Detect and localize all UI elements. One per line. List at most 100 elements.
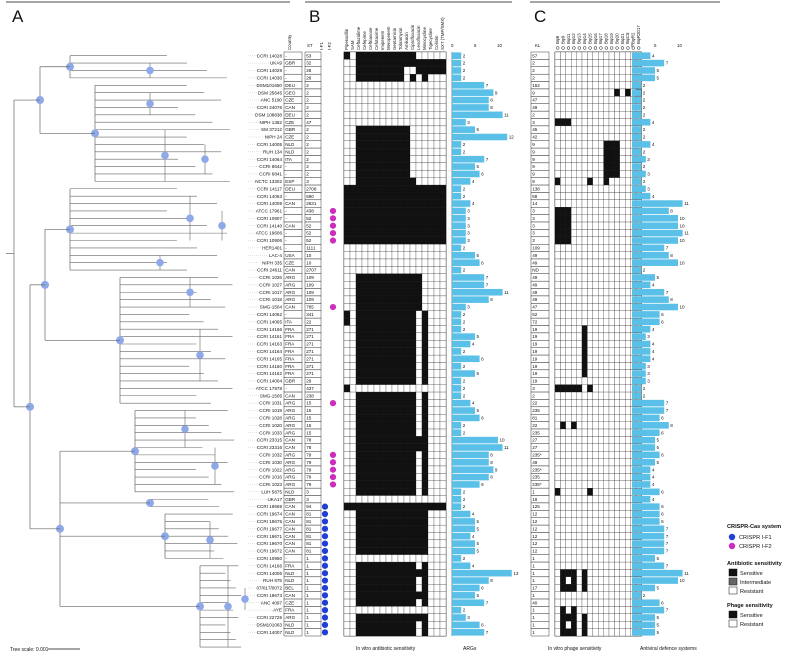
defence-value: 2 [643, 135, 646, 140]
phage-cell [598, 162, 604, 171]
phage-cell [581, 436, 588, 444]
antibiotic-cell [403, 628, 411, 637]
phage-cell [614, 517, 620, 526]
antibiotic-cell [409, 133, 417, 141]
defence-axis-tick: 0 [631, 43, 634, 48]
args-value: 7 [486, 630, 489, 635]
antibiotic-cell [391, 391, 399, 400]
antibiotic-cell [373, 480, 381, 489]
phage-cell [592, 258, 599, 267]
phage-cell [554, 325, 561, 334]
antibiotic-cell [427, 517, 435, 526]
country-value: CZE [285, 120, 294, 125]
st-value: 15 [306, 430, 312, 435]
phage-cell [560, 517, 566, 526]
antibiotic-cell [433, 140, 441, 149]
args-value: 2 [463, 61, 466, 66]
antibiotic-header: Meropenem [386, 26, 391, 50]
antibiotic-cell [403, 502, 411, 511]
country-header: Country [287, 34, 292, 50]
antibiotic-cell [403, 96, 411, 104]
antibiotic-cell [409, 103, 417, 112]
crispr-if2-dot [329, 459, 337, 466]
antibiotic-cell [349, 236, 357, 245]
country-value: CAN [285, 504, 295, 509]
crispr-if2-dot [329, 207, 337, 215]
antibiotic-cell [379, 318, 387, 326]
phage-cell [598, 369, 604, 378]
country-value: CAN [285, 268, 295, 273]
antibiotic-cell [409, 539, 417, 548]
phage-cell [576, 177, 583, 186]
phage-cell [554, 192, 561, 200]
antibiotic-cell [379, 406, 387, 415]
phage-cell [571, 59, 577, 67]
antibiotic-cell [421, 554, 429, 563]
phage-cell [608, 59, 615, 67]
phage-cell [565, 96, 572, 104]
antibiotic-cell [433, 443, 441, 452]
phage-cell [587, 598, 593, 607]
antibiotic-cell [427, 147, 435, 156]
phage-cell [619, 391, 626, 400]
kl-value: 9 [532, 157, 535, 162]
phage-cell [587, 244, 593, 252]
phage-cell [625, 207, 631, 215]
antibiotic-cell [403, 147, 411, 156]
phage-cell [592, 244, 599, 252]
strain-name: CCRI 19673 [257, 593, 283, 598]
kl-value: 3 [532, 386, 535, 391]
defence-bar [632, 495, 651, 503]
country-value: GBR [285, 497, 296, 502]
antibiotic-cell [385, 133, 393, 141]
phage-cell [560, 162, 566, 171]
antibiotic-cell [367, 347, 375, 356]
antibiotic-cell [439, 199, 447, 208]
antibiotic-cell [361, 258, 369, 267]
antibiotic-cell [343, 428, 351, 437]
phage-cell [603, 561, 610, 570]
antibiotic-cell [355, 347, 363, 356]
antibiotic-cell [367, 340, 375, 348]
st-value: 1 [306, 586, 309, 591]
args-bar [452, 237, 466, 244]
antibiotic-cell [343, 436, 351, 444]
phage-cell [560, 598, 566, 607]
defence-value: 5 [657, 556, 660, 561]
phage-cell [598, 332, 604, 341]
st-value: 109 [306, 297, 314, 302]
strain-name: DSM101063 [256, 623, 282, 628]
phage-cell [608, 606, 615, 614]
antibiotic-cell [379, 539, 387, 548]
phage-cell [581, 96, 588, 104]
kl-value: 40 [532, 600, 538, 605]
antibiotic-cell [343, 421, 351, 430]
phage-cell [560, 236, 566, 245]
phage-cell [592, 613, 599, 622]
antibiotic-cell [361, 59, 369, 67]
phage-cell [619, 369, 626, 378]
strain-name: CCRI 1027 [259, 282, 282, 287]
st-value: 47 [306, 120, 312, 125]
phage-cell [619, 207, 626, 215]
phage-cell [603, 598, 610, 607]
phage-cell [603, 458, 610, 467]
strain-name: CCRI 22725 [257, 615, 283, 620]
antibiotic-cell [385, 488, 393, 496]
antibiotic-cell [421, 177, 429, 186]
strain-name: CCRI 14117 [257, 186, 282, 191]
antibiotic-cell [355, 74, 363, 82]
antibiotic-cell [391, 125, 399, 134]
antibiotic-cell [391, 399, 399, 407]
antibiotic-cell [361, 147, 369, 156]
kl-value: 1 [532, 489, 535, 494]
antibiotic-cell [373, 155, 381, 164]
antibiotic-cell [343, 554, 351, 563]
phage-cell [614, 406, 620, 415]
phage-cell [576, 495, 583, 504]
phage-cell [598, 229, 604, 237]
antibiotic-cell [421, 170, 429, 178]
st-value: 79 [306, 475, 312, 480]
antibiotic-cell [433, 96, 441, 104]
antibiotic-cell [385, 251, 393, 260]
